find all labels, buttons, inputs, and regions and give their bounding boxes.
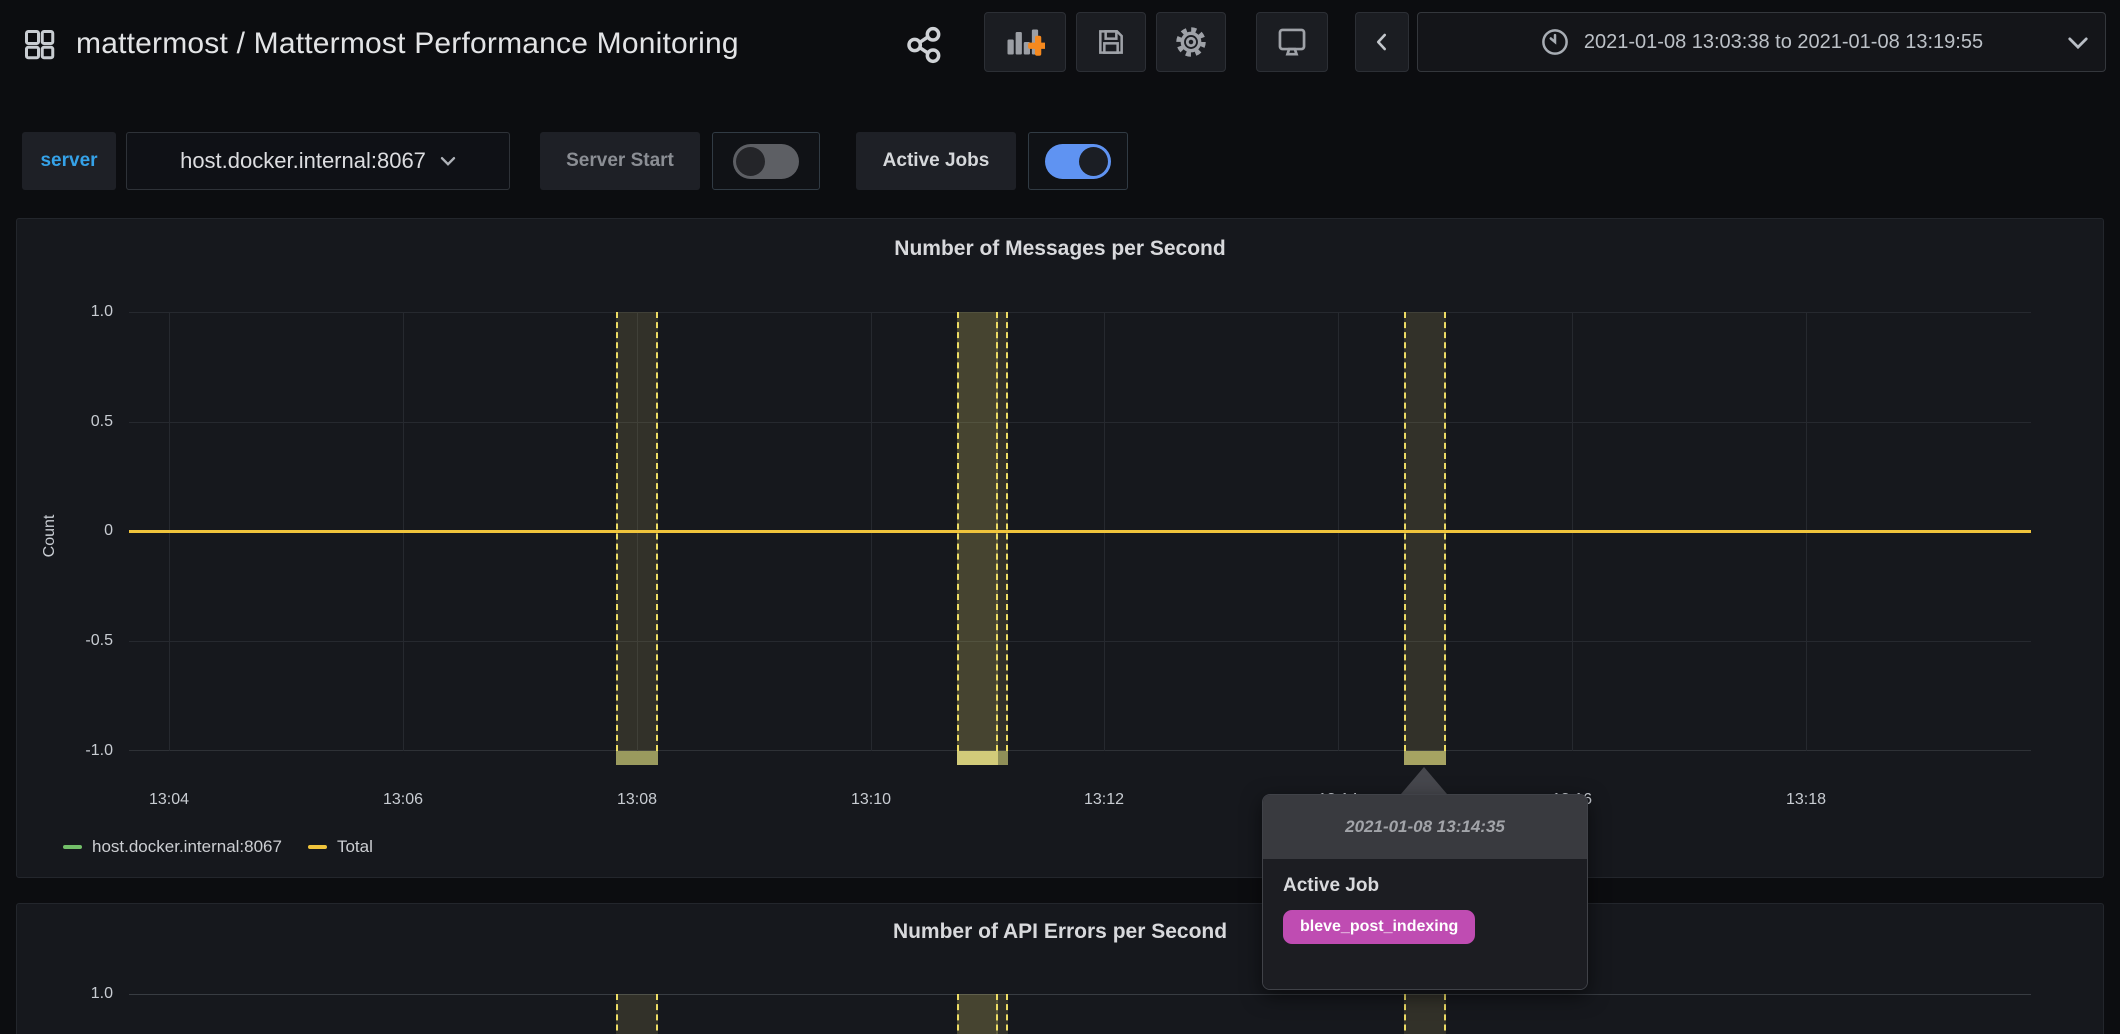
tooltip-timestamp: 2021-01-08 13:14:35: [1263, 795, 1587, 859]
x-tick: 13:08: [616, 791, 658, 808]
toggle-off-pill: [733, 143, 799, 179]
clock-icon: [1542, 29, 1568, 55]
y-tick: -1.0: [85, 742, 113, 759]
annotation-marker[interactable]: [998, 751, 1008, 765]
y-tick: -0.5: [85, 632, 113, 649]
annotation-marker[interactable]: [1404, 751, 1446, 765]
plus-icon: [1028, 35, 1045, 56]
annotation-region: [616, 994, 658, 1034]
y-tick: 0: [104, 522, 113, 539]
server-start-label: Server Start: [540, 132, 700, 190]
time-range-picker[interactable]: 2021-01-08 13:03:38 to 2021-01-08 13:19:…: [1417, 12, 2106, 72]
y-tick: 0.5: [90, 413, 113, 430]
x-tick: 13:10: [850, 791, 892, 808]
toggle-knob: [1079, 146, 1108, 176]
gear-icon: [1176, 27, 1206, 57]
time-range-text: 2021-01-08 13:03:38 to 2021-01-08 13:19:…: [1583, 30, 1984, 53]
panel-title[interactable]: Number of API Errors per Second: [892, 920, 1228, 943]
active-jobs-label: Active Jobs: [856, 132, 1016, 190]
x-tick: 13:18: [1785, 791, 1827, 808]
series-color-dash: [63, 845, 82, 849]
toggle-on-pill: [1045, 143, 1111, 179]
annotation-region: [996, 994, 1008, 1034]
x-tick: 13:12: [1083, 791, 1125, 808]
tooltip-title: Active Job: [1283, 875, 1380, 896]
server-start-toggle[interactable]: [712, 132, 820, 190]
annotation-marker[interactable]: [616, 751, 658, 765]
panel-title[interactable]: Number of Messages per Second: [894, 237, 1226, 260]
annotation-tag-badge: bleve_post_indexing: [1283, 910, 1476, 944]
monitor-icon: [1278, 28, 1306, 56]
chevron-down-icon: [2068, 37, 2088, 50]
toggle-knob: [736, 146, 765, 176]
chevron-down-icon: [440, 156, 456, 166]
annotation-marker[interactable]: [957, 751, 998, 765]
apps-grid-icon[interactable]: [22, 27, 58, 63]
y-tick: 1.0: [90, 985, 113, 1002]
annotation-region: [957, 994, 998, 1034]
annotation-tooltip: 2021-01-08 13:14:35 Active Job bleve_pos…: [1262, 794, 1588, 990]
share-icon[interactable]: [905, 25, 945, 65]
plot-area: [129, 994, 2031, 1034]
cycle-view-mode-button[interactable]: [1256, 12, 1328, 72]
active-jobs-toggle[interactable]: [1028, 132, 1128, 190]
dashboard-title[interactable]: mattermost / Mattermost Performance Moni…: [76, 27, 739, 60]
series-line-total: [129, 530, 2031, 533]
time-range-back-button[interactable]: [1355, 12, 1409, 72]
tooltip-arrow: [1401, 767, 1447, 794]
panel-messages-per-second: Number of Messages per Second Count 1.0 …: [16, 218, 2104, 878]
legend-item-host[interactable]: host.docker.internal:8067: [63, 837, 282, 857]
variable-server-select[interactable]: host.docker.internal:8067: [126, 132, 510, 190]
server-select-value: host.docker.internal:8067: [180, 148, 426, 173]
add-panel-button[interactable]: [984, 12, 1066, 72]
x-tick: 13:06: [382, 791, 424, 808]
dashboard-settings-button[interactable]: [1156, 12, 1226, 72]
save-dashboard-button[interactable]: [1076, 12, 1146, 72]
legend-item-total[interactable]: Total: [307, 837, 373, 857]
legend: host.docker.internal:8067 Total: [63, 837, 373, 857]
plot-area: [129, 312, 2031, 765]
chevron-left-icon: [1376, 33, 1387, 51]
x-tick: 13:04: [148, 791, 190, 808]
variable-server-label: server: [22, 132, 116, 190]
y-tick: 1.0: [90, 303, 113, 320]
series-color-dash: [307, 845, 327, 849]
panel-api-errors-per-second: Number of API Errors per Second 1.0: [16, 903, 2104, 1034]
annotation-region: [1404, 994, 1446, 1034]
